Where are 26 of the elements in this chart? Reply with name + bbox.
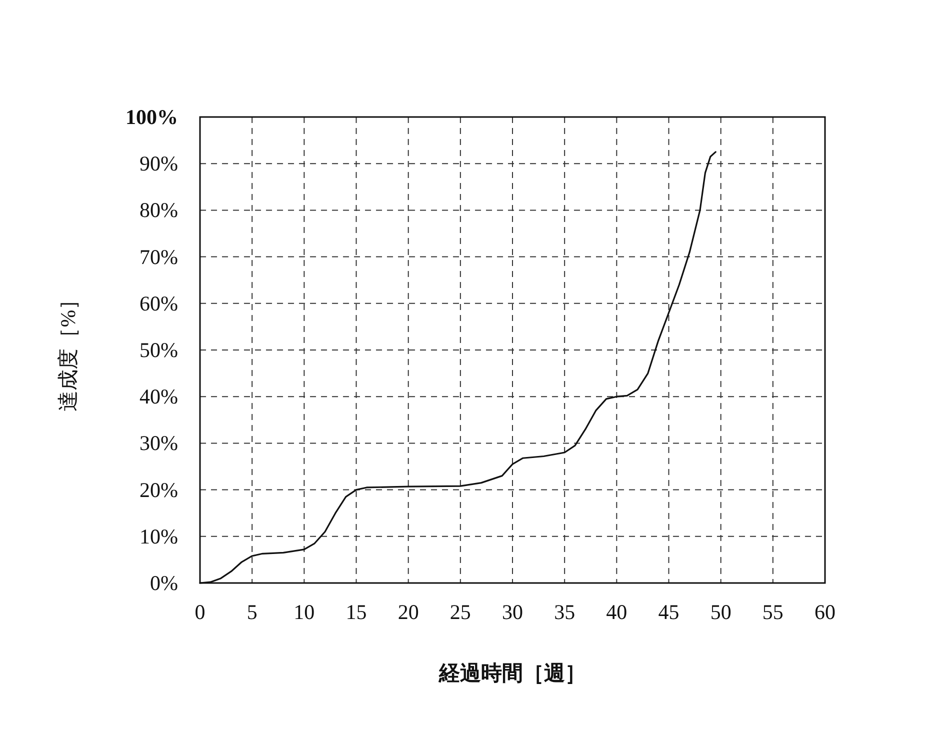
y-tick-label: 100%	[126, 105, 178, 129]
x-tick-label: 60	[814, 600, 836, 624]
y-tick-label: 70%	[140, 244, 178, 269]
y-tick-label: 30%	[140, 431, 178, 456]
y-axis-title: 達成度［%］	[56, 288, 80, 412]
y-tick-label: 40%	[140, 384, 178, 409]
x-tick-label: 45	[658, 600, 680, 624]
y-tick-label: 50%	[140, 338, 178, 362]
x-tick-label: 10	[294, 600, 315, 624]
y-tick-label: 80%	[140, 198, 178, 222]
x-tick-label: 5	[246, 600, 258, 624]
x-tick-label: 25	[450, 600, 471, 624]
x-tick-label: 15	[346, 600, 367, 624]
y-tick-label: 10%	[140, 524, 178, 548]
x-tick-label: 20	[398, 600, 419, 624]
x-tick-label: 55	[762, 600, 784, 624]
x-tick-label: 0	[194, 600, 206, 624]
x-tick-label: 40	[606, 600, 628, 624]
x-tick-label: 35	[554, 600, 576, 624]
y-tick-label: 20%	[140, 478, 178, 502]
x-axis-title: 経過時間［週］	[438, 661, 586, 685]
y-tick-label: 0%	[150, 571, 178, 595]
y-tick-label: 60%	[140, 291, 178, 316]
x-tick-label: 50	[710, 600, 732, 624]
y-tick-label: 90%	[140, 152, 178, 176]
x-tick-label: 30	[502, 600, 523, 624]
